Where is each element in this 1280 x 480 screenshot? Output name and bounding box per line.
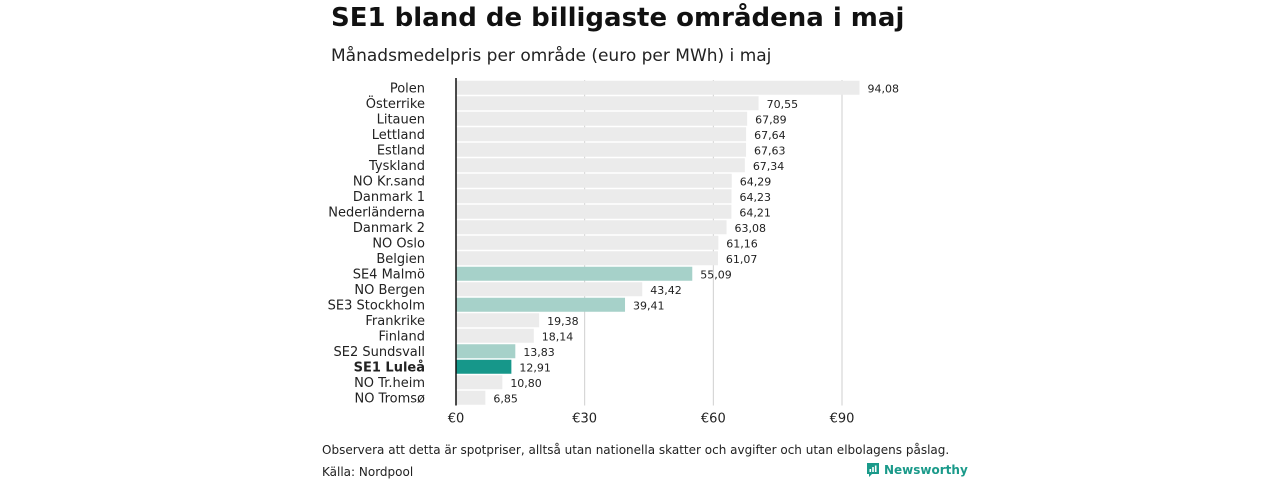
bar-chart-logo-icon (867, 463, 879, 477)
category-label: Nederländerna (328, 205, 425, 220)
x-tick-label: €90 (830, 412, 855, 427)
category-label: Lettland (372, 128, 425, 143)
category-label: Litauen (377, 112, 425, 127)
value-label: 64,29 (740, 175, 772, 188)
bar (456, 235, 719, 250)
value-label: 12,91 (519, 361, 551, 374)
bar (456, 328, 534, 343)
bar (456, 204, 732, 219)
footnote: Observera att detta är spotpriser, allts… (322, 443, 950, 457)
bar (456, 158, 745, 173)
value-labels: 94,08 70,55 67,89 67,64 67,63 67,34 64,29 64,23… (493, 82, 899, 405)
category-label: Frankrike (365, 314, 425, 329)
value-label: 55,09 (700, 268, 732, 281)
bar (456, 173, 732, 188)
bar (456, 127, 747, 142)
bar (456, 344, 516, 359)
category-label: Polen (390, 81, 425, 96)
bar (456, 266, 693, 281)
category-label: SE1 Luleå (354, 360, 425, 375)
value-label: 63,08 (735, 222, 767, 235)
value-label: 94,08 (867, 82, 899, 95)
bar (456, 142, 747, 157)
bar (456, 375, 503, 390)
value-label: 67,64 (754, 129, 786, 142)
value-label: 43,42 (650, 284, 682, 297)
value-label: 61,07 (726, 253, 758, 266)
value-label: 67,89 (755, 113, 787, 126)
category-label: Estland (377, 143, 425, 158)
bar (456, 297, 626, 312)
value-label: 10,80 (510, 377, 542, 390)
bar (456, 251, 718, 266)
brand-logo: Newsworthy (866, 462, 968, 478)
bar (456, 220, 727, 235)
value-label: 70,55 (767, 98, 799, 111)
bar (456, 80, 860, 95)
category-label: Österrike (366, 95, 425, 112)
bar (456, 313, 540, 328)
category-label: NO Bergen (354, 283, 425, 298)
source-label: Källa: Nordpool (322, 465, 414, 479)
category-label: Danmark 1 (353, 190, 425, 205)
category-label: NO Kr.sand (353, 174, 425, 189)
value-label: 39,41 (633, 299, 665, 312)
category-label: NO Tr.heim (354, 376, 425, 391)
value-label: 67,63 (754, 144, 786, 157)
x-tick-label: €0 (448, 412, 465, 427)
bar-chart: PolenÖsterrikeLitauenLettlandEstlandTysk… (328, 78, 899, 427)
category-label: Belgien (376, 252, 425, 267)
bar (456, 189, 732, 204)
category-label: Finland (379, 329, 425, 344)
bar (456, 390, 486, 405)
bar (456, 111, 748, 126)
value-label: 64,21 (739, 206, 771, 219)
chart-title: SE1 bland de billigaste områdena i maj (331, 3, 905, 33)
bar (456, 359, 512, 374)
x-tick-label: €30 (572, 412, 597, 427)
category-label: SE4 Malmö (353, 267, 425, 282)
category-label: Danmark 2 (353, 221, 425, 236)
x-tick-label: €60 (701, 412, 726, 427)
value-label: 18,14 (542, 330, 574, 343)
value-label: 67,34 (753, 160, 785, 173)
bars (456, 80, 860, 405)
category-label: SE3 Stockholm (328, 298, 425, 313)
category-labels: PolenÖsterrikeLitauenLettlandEstlandTysk… (328, 81, 425, 406)
category-label: SE2 Sundsvall (333, 345, 425, 360)
value-label: 6,85 (493, 392, 518, 405)
category-label: NO Tromsø (354, 391, 425, 406)
chart-subtitle: Månadsmedelpris per område (euro per MWh… (331, 46, 772, 66)
x-tick-labels: €0 €30 €60 €90 (448, 412, 855, 427)
value-label: 19,38 (547, 315, 579, 328)
bar (456, 282, 643, 297)
value-label: 64,23 (739, 191, 771, 204)
category-label: Tyskland (368, 159, 425, 174)
category-label: NO Oslo (372, 236, 425, 251)
value-label: 13,83 (523, 346, 555, 359)
brand-name: Newsworthy (884, 463, 968, 477)
bar (456, 96, 759, 111)
value-label: 61,16 (726, 237, 758, 250)
